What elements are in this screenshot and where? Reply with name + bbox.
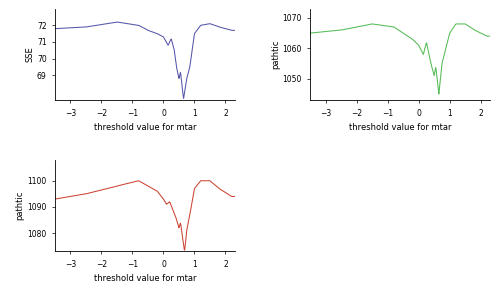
X-axis label: threshold value for mtar: threshold value for mtar (94, 274, 196, 283)
X-axis label: threshold value for mtar: threshold value for mtar (94, 123, 196, 132)
X-axis label: threshold value for mtar: threshold value for mtar (349, 123, 452, 132)
Y-axis label: pathtic: pathtic (271, 40, 280, 69)
Y-axis label: SSE: SSE (25, 47, 34, 62)
Y-axis label: pathtic: pathtic (16, 191, 24, 220)
